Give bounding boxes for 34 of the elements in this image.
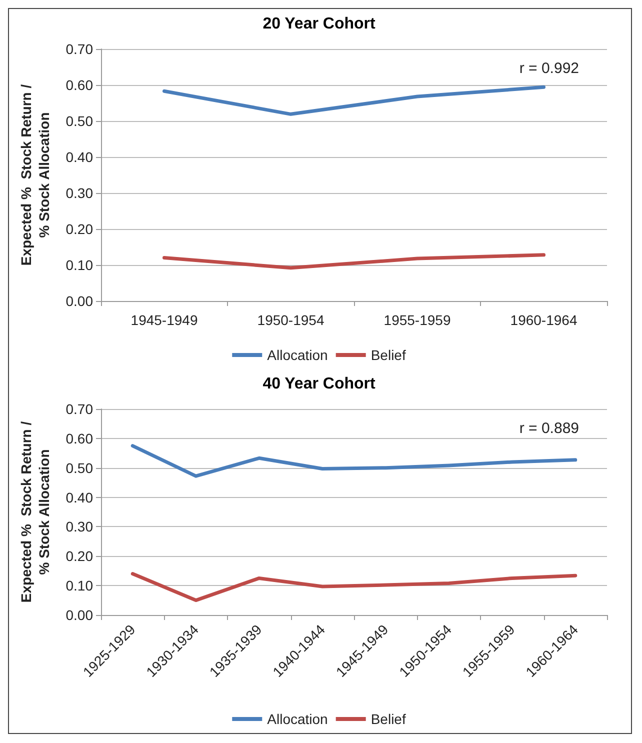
line-series	[162, 253, 546, 270]
legend-label: Belief	[370, 347, 406, 363]
x-tick-label: 1945-1949	[130, 312, 198, 328]
annotation: r = 0.889	[519, 420, 580, 437]
x-tick-label: 1950-1954	[257, 312, 324, 328]
line-series	[162, 85, 546, 116]
line-series	[130, 444, 578, 478]
legend-label: Allocation	[267, 347, 328, 363]
x-tick-label: 1960-1964	[510, 312, 578, 328]
y-tick-label: 0.70	[66, 41, 94, 57]
y-tick-label: 0.70	[66, 401, 94, 417]
chart-title: 20 Year Cohort	[262, 16, 376, 32]
y-tick-label: 0.20	[66, 221, 94, 237]
y-tick-label: 0.20	[66, 548, 94, 564]
y-tick-label: 0.50	[66, 460, 94, 476]
x-tick-label: 1955-1959	[384, 312, 451, 328]
y-tick-label: 0.00	[66, 293, 94, 309]
y-tick-label: 0.40	[66, 489, 94, 506]
y-tick-label: 0.10	[66, 578, 94, 594]
y-tick-label: 0.00	[66, 607, 94, 623]
y-tick-label: 0.60	[66, 430, 94, 446]
y-tick-label: 0.30	[66, 185, 94, 201]
annotation: r = 0.992	[519, 60, 580, 77]
line-series	[130, 572, 578, 602]
legend-label: Belief	[370, 711, 406, 727]
y-axis-title: Expected % Stock Return / % Stock Allocation	[18, 84, 52, 266]
y-tick-label: 0.60	[66, 77, 94, 93]
y-tick-label: 0.30	[66, 518, 94, 535]
y-tick-label: 0.50	[66, 113, 94, 129]
legend-label: Allocation	[267, 711, 328, 727]
chart-title: 40 Year Cohort	[262, 376, 376, 392]
y-tick-label: 0.40	[66, 149, 94, 165]
y-tick-label: 0.10	[66, 257, 94, 273]
y-axis-title: Expected % Stock Return / % Stock Allocation	[18, 421, 52, 603]
